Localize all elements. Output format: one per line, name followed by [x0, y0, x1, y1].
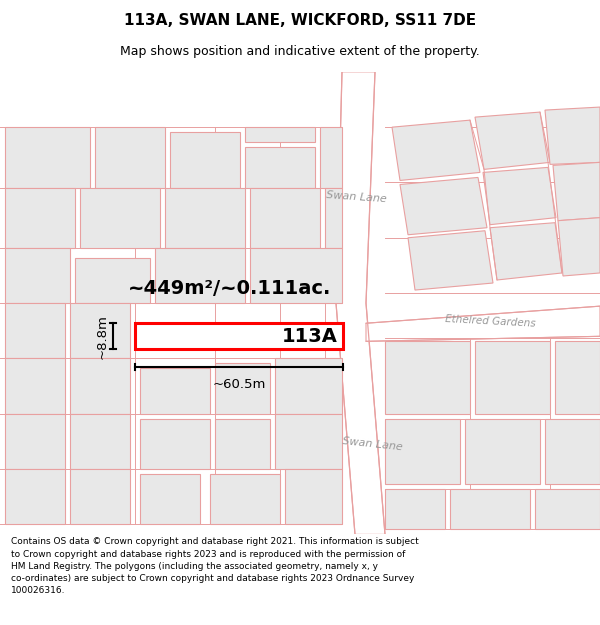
Polygon shape [5, 469, 65, 524]
Polygon shape [5, 188, 75, 248]
Polygon shape [5, 303, 65, 358]
Polygon shape [5, 414, 65, 469]
Text: Swan Lane: Swan Lane [341, 436, 403, 452]
Text: 113A: 113A [282, 327, 338, 346]
Polygon shape [140, 419, 210, 469]
Polygon shape [545, 419, 600, 484]
Text: 113A, SWAN LANE, WICKFORD, SS11 7DE: 113A, SWAN LANE, WICKFORD, SS11 7DE [124, 12, 476, 28]
Polygon shape [70, 303, 130, 358]
Polygon shape [392, 120, 480, 181]
Polygon shape [245, 127, 315, 142]
Polygon shape [558, 217, 600, 276]
Polygon shape [95, 127, 165, 188]
Polygon shape [210, 474, 280, 524]
Polygon shape [275, 358, 342, 414]
Polygon shape [400, 177, 487, 235]
Polygon shape [553, 162, 600, 221]
Polygon shape [545, 107, 600, 164]
Polygon shape [475, 341, 550, 414]
Polygon shape [366, 306, 600, 341]
Polygon shape [155, 248, 245, 303]
Polygon shape [80, 188, 160, 248]
Polygon shape [140, 369, 210, 414]
Polygon shape [140, 474, 200, 524]
Polygon shape [250, 248, 342, 303]
Polygon shape [450, 489, 530, 529]
Polygon shape [70, 469, 130, 524]
Polygon shape [245, 148, 315, 188]
Polygon shape [483, 168, 556, 225]
Polygon shape [70, 358, 130, 414]
Text: ~449m²/~0.111ac.: ~449m²/~0.111ac. [128, 279, 332, 298]
Text: ~8.8m: ~8.8m [96, 314, 109, 359]
Polygon shape [75, 258, 150, 303]
Polygon shape [250, 188, 320, 248]
Polygon shape [5, 358, 65, 414]
Polygon shape [535, 489, 600, 529]
Text: Map shows position and indicative extent of the property.: Map shows position and indicative extent… [120, 45, 480, 58]
Polygon shape [465, 419, 540, 484]
Text: ~60.5m: ~60.5m [212, 378, 266, 391]
Polygon shape [325, 188, 342, 248]
Polygon shape [555, 341, 600, 414]
Polygon shape [320, 127, 342, 188]
Polygon shape [408, 231, 493, 290]
Text: Ethelred Gardens: Ethelred Gardens [445, 314, 536, 329]
Text: Contains OS data © Crown copyright and database right 2021. This information is : Contains OS data © Crown copyright and d… [11, 538, 419, 595]
Polygon shape [215, 419, 270, 469]
Polygon shape [385, 419, 460, 484]
Polygon shape [70, 414, 130, 469]
Bar [135, 323, 343, 349]
Polygon shape [475, 112, 550, 169]
Polygon shape [336, 72, 385, 534]
Polygon shape [275, 414, 342, 469]
Polygon shape [5, 248, 70, 303]
Text: Swan Lane: Swan Lane [325, 191, 386, 204]
Polygon shape [170, 132, 240, 188]
Polygon shape [490, 222, 562, 280]
Polygon shape [215, 364, 270, 414]
Polygon shape [165, 188, 245, 248]
Polygon shape [385, 489, 445, 529]
Polygon shape [385, 341, 470, 414]
Polygon shape [285, 469, 342, 524]
Polygon shape [5, 127, 90, 188]
